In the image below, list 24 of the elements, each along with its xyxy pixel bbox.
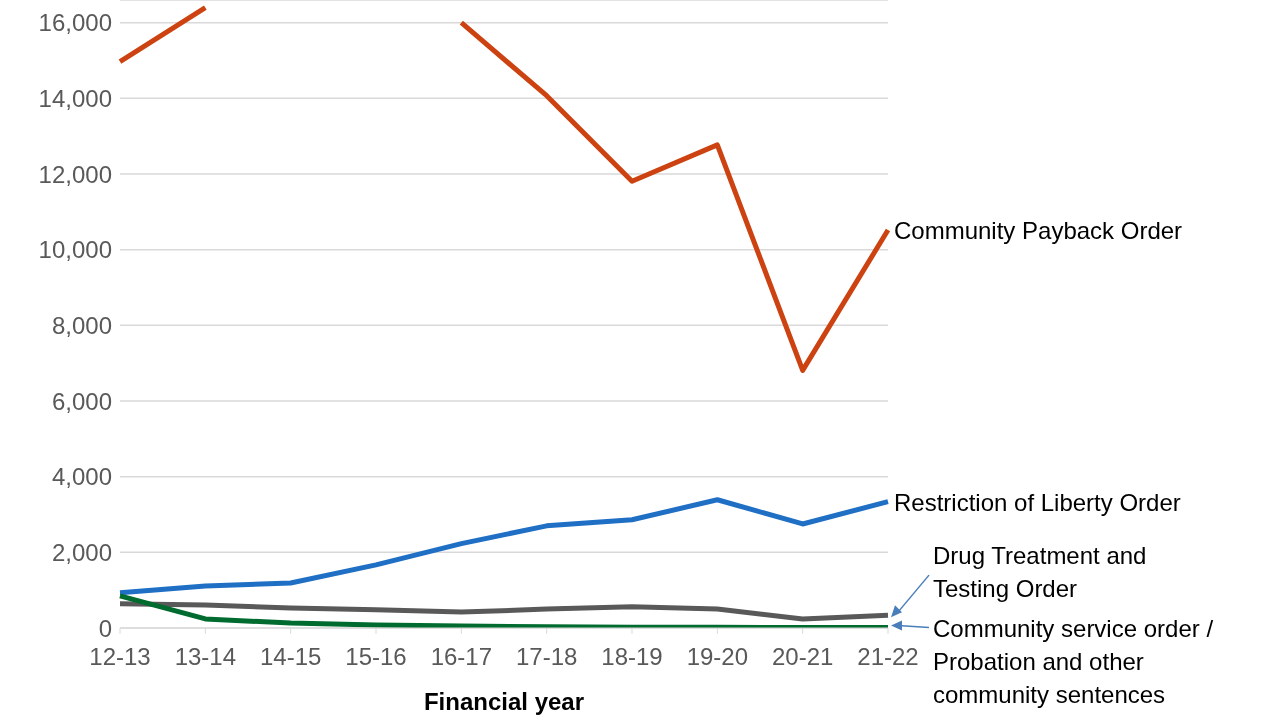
x-tick-label: 16-17 xyxy=(430,643,493,671)
y-tick-label: 10,000 xyxy=(38,236,112,264)
x-tick-label: 13-14 xyxy=(174,643,237,671)
x-tick-label: 21-22 xyxy=(857,643,919,671)
y-tick-label: 4,000 xyxy=(51,463,112,491)
y-tick-label: 12,000 xyxy=(38,160,112,188)
x-tick-label: 18-19 xyxy=(601,643,663,671)
legend-label: Community service order / Probation and other community sentences xyxy=(933,614,1214,708)
y-tick-label: 6,000 xyxy=(51,387,112,415)
y-tick-label: 2,000 xyxy=(51,538,112,566)
x-tick-label: 15-16 xyxy=(345,643,407,671)
y-tick-label: 8,000 xyxy=(51,311,112,339)
x-tick-label: 12-13 xyxy=(89,643,151,671)
y-tick-label: 0 xyxy=(98,614,112,642)
x-tick-label: 19-20 xyxy=(686,643,749,671)
y-tick-label: 14,000 xyxy=(38,84,112,112)
y-tick-label: 16,000 xyxy=(38,9,112,37)
series-label: Drug Treatment and Testing Order xyxy=(933,541,1147,602)
x-tick-label: 14-15 xyxy=(259,643,322,671)
series-label: Community Payback Order xyxy=(894,216,1183,244)
x-tick-label: 17-18 xyxy=(515,643,578,671)
x-tick-label: 20-21 xyxy=(771,643,834,671)
x-axis-title: Financial year xyxy=(423,688,585,715)
series-label: Restriction of Liberty Order xyxy=(894,488,1181,516)
